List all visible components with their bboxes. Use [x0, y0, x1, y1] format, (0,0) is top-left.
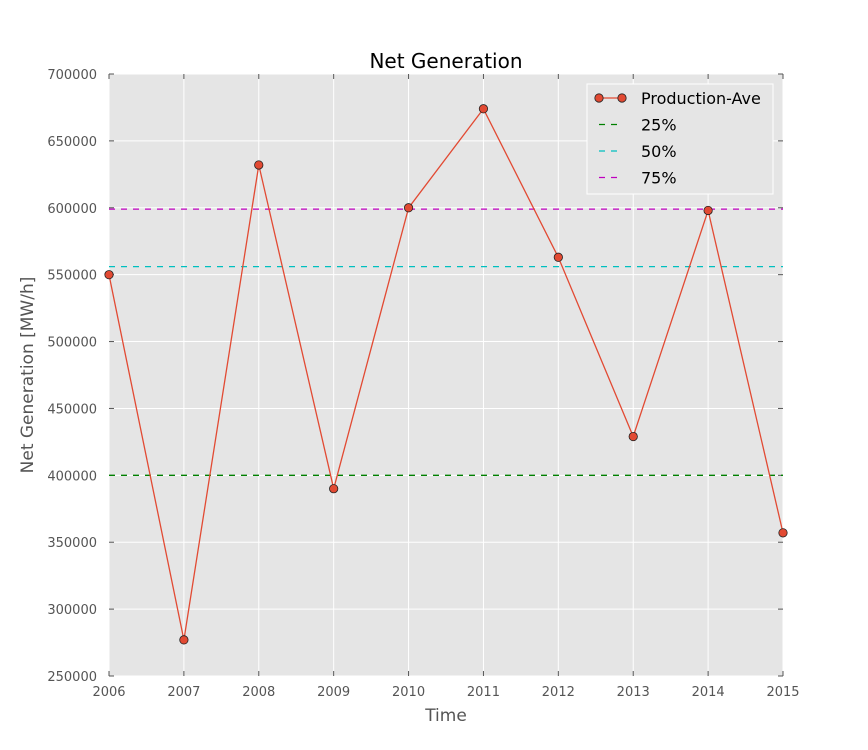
y-tick-label: 500000 — [47, 336, 97, 351]
x-tick-label: 2013 — [617, 685, 650, 700]
data-point — [329, 484, 339, 494]
y-tick-label: 450000 — [47, 402, 97, 417]
y-tick-label: 300000 — [47, 603, 97, 618]
y-tick-label: 700000 — [47, 68, 97, 83]
y-tick-label: 550000 — [47, 269, 97, 284]
data-point — [403, 203, 414, 213]
x-tick-label: 2007 — [167, 685, 200, 700]
legend-marker-swatch — [594, 93, 604, 103]
series — [104, 104, 788, 645]
legend-label: 50% — [641, 142, 677, 161]
x-axis: 2006 2007 2008 2009 2010 2011 2012 2013 2014 2015 — [92, 74, 800, 700]
x-tick-label: 2015 — [766, 685, 799, 700]
legend-marker-swatch — [617, 93, 627, 103]
x-tick-label: 2010 — [392, 685, 425, 700]
y-tick-label: 650000 — [47, 135, 97, 150]
chart-title: Net Generation — [369, 49, 522, 73]
data-point — [778, 528, 788, 538]
legend-label: Production-Ave — [641, 89, 761, 108]
data-point — [254, 160, 264, 170]
data-point — [628, 431, 638, 442]
grid — [108, 73, 784, 677]
series-line — [108, 107, 784, 641]
x-tick-label: 2011 — [467, 685, 500, 700]
reference-lines — [109, 208, 783, 476]
legend-label: 75% — [641, 169, 677, 188]
x-tick-label: 2009 — [317, 685, 350, 700]
data-point — [179, 635, 189, 645]
x-axis-label: Time — [424, 706, 467, 726]
legend-box — [586, 83, 774, 195]
x-tick-label: 2008 — [242, 685, 275, 700]
legend-label: 25% — [641, 116, 677, 135]
y-tick-label: 350000 — [47, 536, 97, 551]
data-point — [104, 270, 114, 280]
y-tick-label: 400000 — [47, 469, 97, 484]
y-tick-label: 600000 — [47, 202, 97, 217]
y-tick-label: 250000 — [47, 670, 97, 685]
data-point — [553, 252, 563, 262]
y-axis-label: Net Generation [MW/h] — [18, 277, 38, 474]
x-tick-label: 2012 — [542, 685, 575, 700]
data-point — [478, 104, 489, 114]
x-tick-label: 2014 — [692, 685, 725, 700]
x-tick-label: 2006 — [92, 685, 125, 700]
legend: Production-Ave 25% 50% 75% — [586, 83, 774, 195]
y-axis: 250000 300000 350000 400000 450000 500000 5500… — [47, 68, 783, 685]
data-point — [703, 205, 713, 216]
